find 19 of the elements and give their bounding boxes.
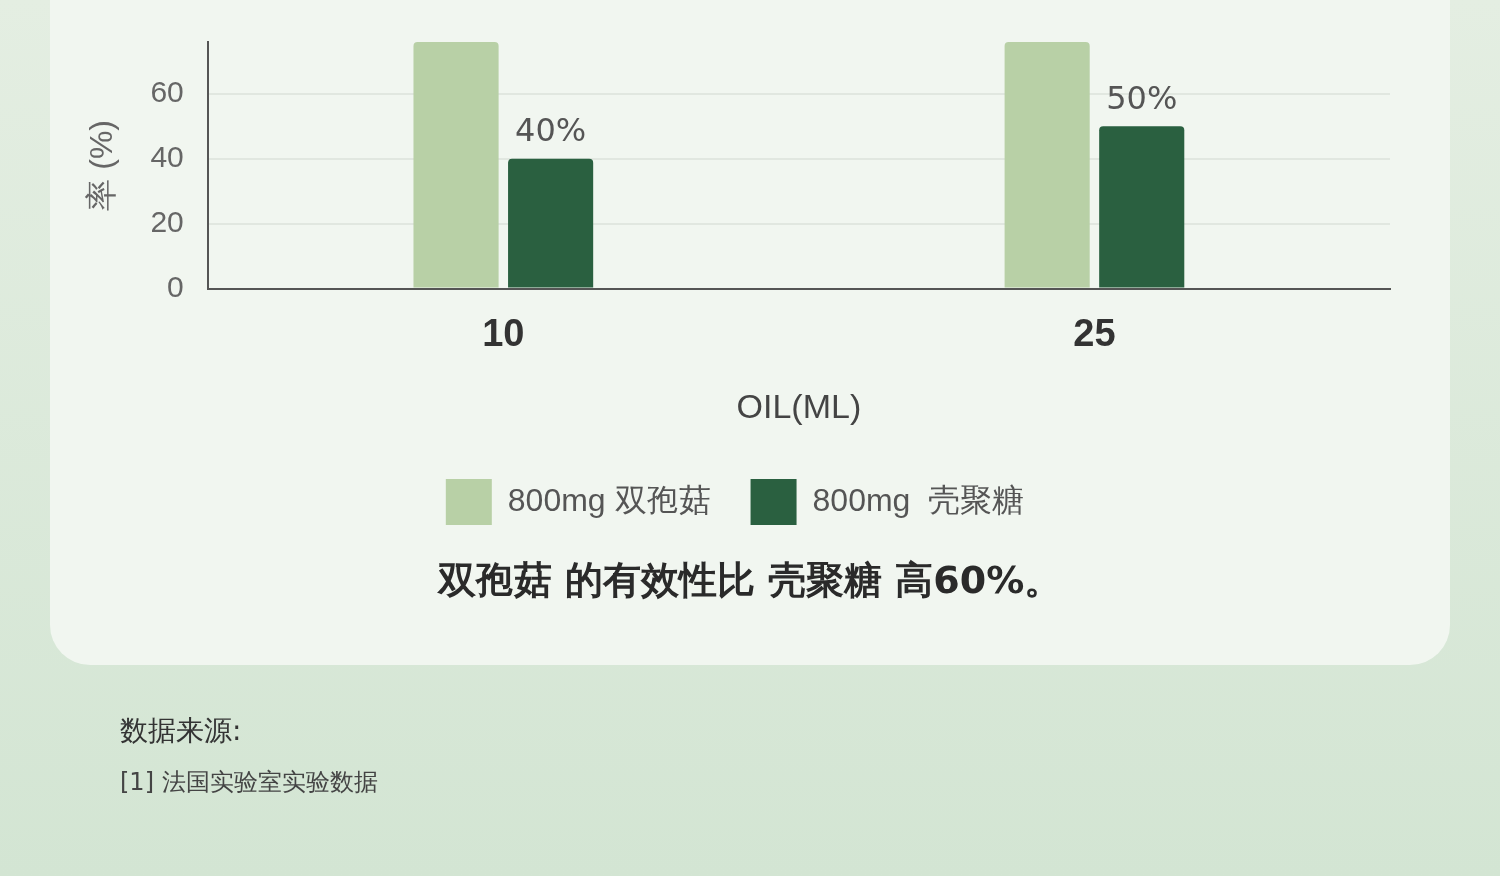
data-label: 50% xyxy=(1106,78,1178,117)
text: [1] 法国实验室实验数据 xyxy=(120,767,378,798)
x-axis-title: OIL(ML) xyxy=(736,386,862,425)
y-axis-title: 率 (%) xyxy=(83,119,120,211)
bar xyxy=(1004,42,1090,288)
source-note: 数据来源: xyxy=(120,713,242,749)
legend-label: 800mg 壳聚糖 xyxy=(812,481,1025,518)
y-tick-label: 0 xyxy=(167,269,184,303)
y-tick-label: 40 xyxy=(150,140,184,174)
y-tick-label: 60 xyxy=(150,75,184,109)
bar xyxy=(508,158,594,288)
text: 双孢菇 的有效性比 壳聚糖 高60%。 xyxy=(436,557,1064,604)
x-tick-label: 25 xyxy=(1073,311,1116,354)
data-label: 40% xyxy=(515,111,587,150)
bar xyxy=(1099,126,1185,288)
x-tick-label: 10 xyxy=(482,311,525,354)
bar xyxy=(413,42,499,288)
y-tick-label: 20 xyxy=(150,204,184,238)
legend-label: 800mg 双孢菇 xyxy=(507,481,711,518)
